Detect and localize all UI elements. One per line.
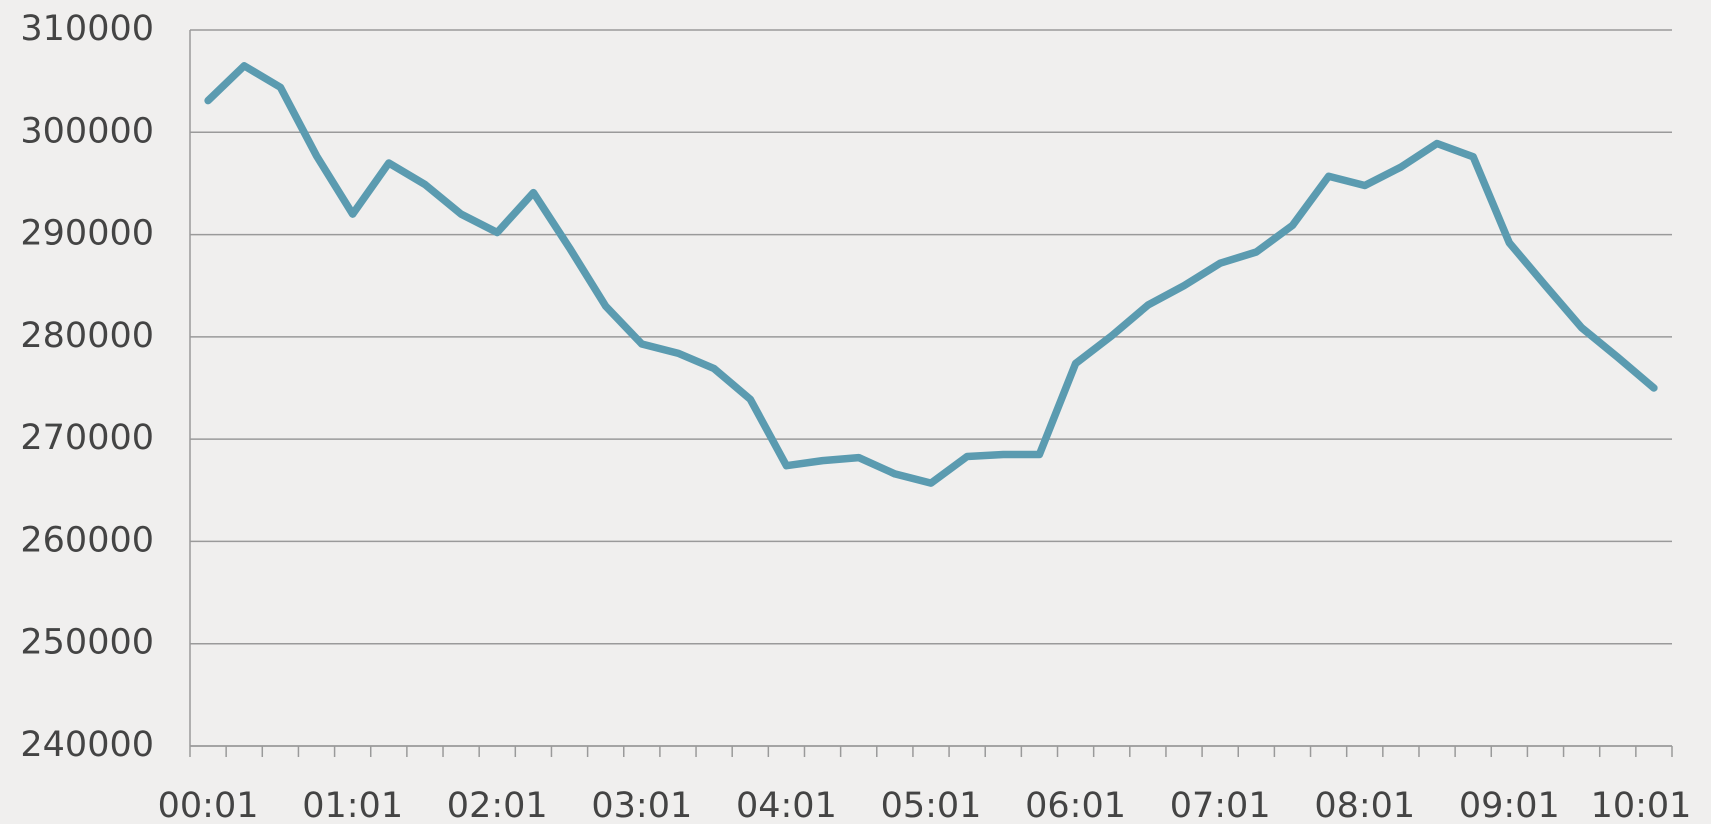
x-tick-label: 08:01: [1314, 786, 1415, 824]
y-tick-label: 260000: [20, 520, 154, 560]
y-tick-label: 280000: [20, 316, 154, 356]
x-tick-label: 09:01: [1459, 786, 1560, 824]
x-tick-label: 00:01: [158, 786, 259, 824]
y-tick-label: 250000: [20, 623, 154, 663]
y-tick-label: 300000: [20, 111, 154, 151]
x-tick-label: 05:01: [881, 786, 982, 824]
data-line: [204, 62, 1658, 487]
y-tick-label: 290000: [20, 214, 154, 254]
x-tick-label: 07:01: [1170, 786, 1271, 824]
x-tick-label: 04:01: [736, 786, 837, 824]
x-tick-label: 01:01: [302, 786, 403, 824]
x-tick-label: 06:01: [1025, 786, 1126, 824]
x-tick-label: 03:01: [591, 786, 692, 824]
y-tick-label: 310000: [20, 9, 154, 49]
y-tick-label: 270000: [20, 418, 154, 458]
x-tick-label: 10:01: [1591, 786, 1692, 824]
x-tick-label: 02:01: [447, 786, 548, 824]
y-tick-label: 240000: [20, 725, 154, 765]
